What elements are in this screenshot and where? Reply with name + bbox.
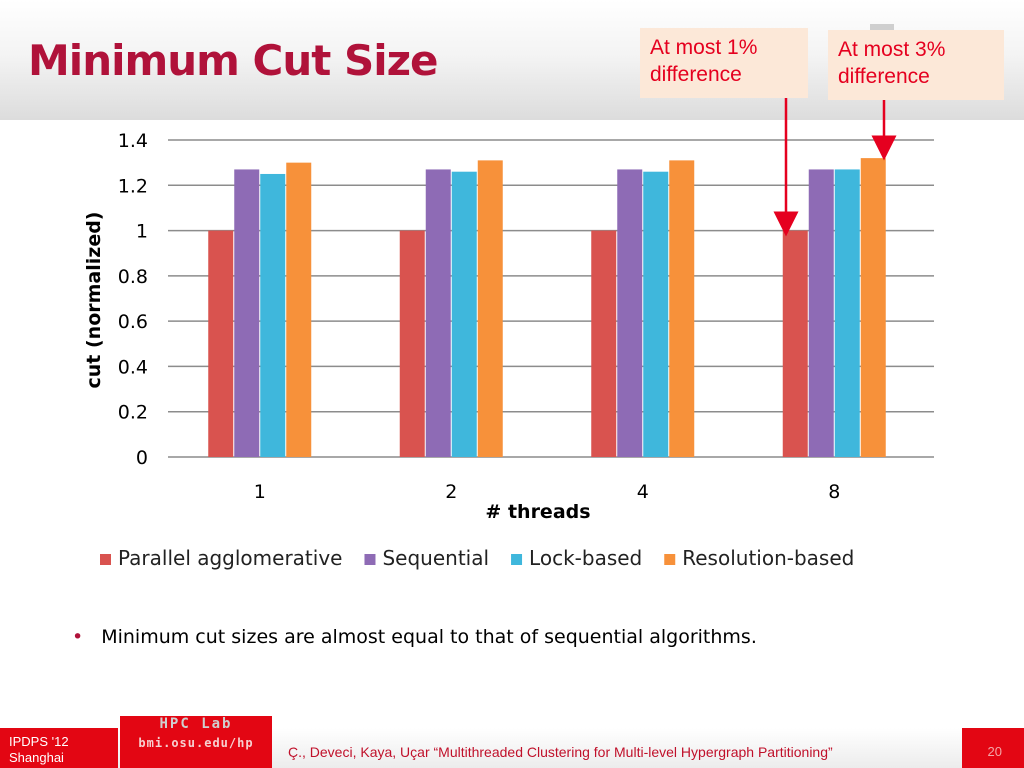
legend-label: Parallel agglomerative [118, 546, 342, 570]
lab-badge: HPC Lab bmi.osu.edu/hp [120, 716, 272, 768]
x-tick-label: 2 [445, 481, 457, 503]
x-tick-label: 1 [254, 481, 266, 503]
y-axis-label: cut (normalized) [83, 212, 105, 389]
callout-2-line2: difference [838, 65, 930, 88]
y-tick-label: 0.2 [118, 402, 148, 424]
legend-swatch [364, 554, 376, 565]
conference-city: Shanghai [9, 750, 64, 765]
legend-label: Resolution-based [682, 546, 854, 570]
bar-resolution-based-4 [669, 160, 695, 457]
legend-label: Sequential [382, 546, 489, 570]
x-tick-label: 8 [828, 481, 840, 503]
y-tick-label: 1.4 [118, 130, 148, 152]
x-tick-label: 4 [637, 481, 649, 503]
bar-parallel-agglomerative-2 [399, 230, 425, 457]
bar-sequential-8 [808, 169, 834, 457]
y-tick-label: 0.8 [118, 266, 148, 288]
conference-badge: IPDPS '12 Shanghai [0, 728, 118, 768]
y-tick-label: 1 [136, 221, 148, 243]
legend-label: Lock-based [529, 546, 642, 570]
page-number: 20 [962, 728, 1024, 768]
bar-lock-based-2 [451, 171, 477, 457]
bar-sequential-4 [617, 169, 643, 457]
citation: Ç., Deveci, Kaya, Uçar “Multithreaded Cl… [288, 744, 833, 760]
bar-resolution-based-8 [860, 158, 886, 457]
bar-lock-based-1 [260, 173, 286, 457]
bar-parallel-agglomerative-4 [591, 230, 617, 457]
bullet-text: Minimum cut sizes are almost equal to th… [101, 626, 757, 648]
y-tick-label: 0 [136, 447, 148, 469]
bar-resolution-based-1 [286, 162, 312, 457]
callout-2-line1: At most 3% [838, 38, 946, 61]
bullet-dot-icon: • [72, 626, 84, 648]
bar-parallel-agglomerative-1 [208, 230, 234, 457]
slide-title: Minimum Cut Size [28, 36, 439, 85]
bar-lock-based-4 [643, 171, 669, 457]
callout-1-percent: At most 1% difference [640, 28, 808, 98]
lab-name: HPC Lab [159, 716, 233, 732]
bar-sequential-1 [234, 169, 260, 457]
bar-chart: 0 0.2 0.4 0.6 0.8 1 1.2 1.4 1 2 4 8 cut (normalized… [83, 98, 934, 570]
x-axis-label: # threads [485, 501, 590, 523]
callout-1-line2: difference [650, 63, 742, 86]
bar-lock-based-8 [834, 169, 860, 457]
y-tick-label: 0.4 [118, 356, 148, 378]
bar-sequential-2 [425, 169, 451, 457]
callout-1-line1: At most 1% [650, 36, 758, 59]
conference-name: IPDPS '12 [9, 734, 69, 749]
legend-swatch [100, 554, 111, 565]
header-decoration [870, 24, 894, 30]
legend-swatch [664, 554, 676, 565]
legend-swatch [511, 554, 523, 565]
lab-url: bmi.osu.edu/hp [138, 736, 254, 750]
bar-resolution-based-2 [477, 160, 503, 457]
bar-parallel-agglomerative-8 [782, 230, 808, 457]
bullet-item: • Minimum cut sizes are almost equal to t… [72, 626, 757, 648]
callout-3-percent: At most 3% difference [828, 30, 1004, 100]
y-tick-label: 1.2 [118, 175, 148, 197]
y-tick-label: 0.6 [118, 311, 148, 333]
